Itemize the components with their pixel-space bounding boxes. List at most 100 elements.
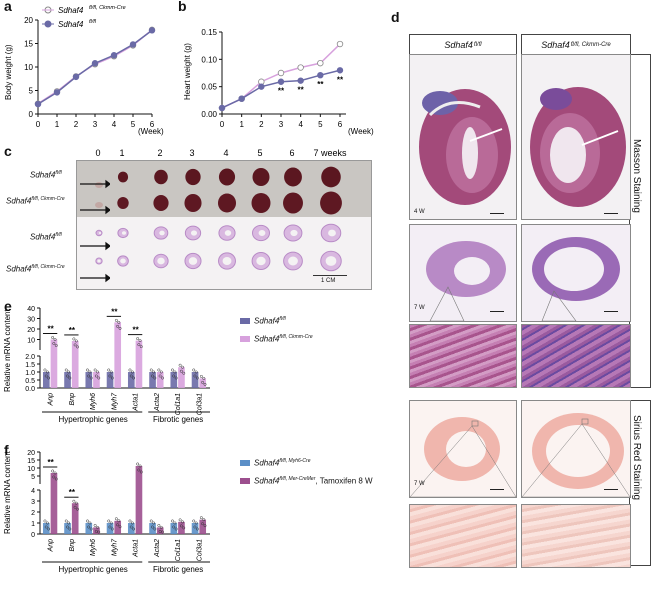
section-ckmm-lumen [222, 256, 232, 266]
point [139, 345, 143, 349]
ytick-label: 10 [24, 63, 33, 72]
point [158, 374, 162, 378]
point [89, 527, 93, 531]
data-point [297, 77, 304, 84]
label-c-ctrl-2: Sdhaf4fl/fl [30, 232, 62, 242]
gross-heart-ckmm [283, 192, 303, 214]
bar-Col3a1-0 [191, 523, 199, 534]
point [195, 527, 199, 531]
header-d-ctrl: Sdhaf4 fl/fl [409, 34, 517, 56]
point [88, 370, 92, 374]
significance-mark: ** [278, 87, 285, 96]
xtick-label: 1 [55, 120, 60, 129]
point [203, 524, 207, 528]
bar-Anp-1 [50, 473, 58, 534]
section-ckmm-lumen [120, 258, 126, 264]
point [51, 469, 55, 473]
ytick-top-label: 5 [31, 474, 35, 481]
gross-heart-ctrl [185, 168, 201, 186]
section-ckmm-lumen [97, 259, 101, 263]
week-label-6: 6 [289, 148, 294, 158]
category-label-Acta1: Acta1 [133, 539, 140, 558]
category-label-Acta2: Acta2 [154, 393, 161, 412]
bar-Bnp-0 [64, 523, 71, 534]
point [129, 374, 133, 378]
data-point [336, 67, 344, 74]
legend-a-ckmm-sup: fl/fl, Ckmm-Cre [89, 5, 126, 11]
point [52, 475, 56, 479]
bar-Acta2-1 [156, 372, 164, 388]
bar-Col3a1-1 [199, 378, 207, 388]
bar-Myh7-1 [114, 322, 122, 388]
section-ctrl-lumen [121, 231, 127, 235]
point [53, 338, 57, 341]
point [172, 525, 176, 529]
category-label-Acta2: Acta2 [154, 539, 161, 558]
sirius-zoom-ctrl [409, 504, 517, 568]
point [138, 339, 142, 343]
category-label-Acta1: Acta1 [133, 393, 140, 412]
point [152, 521, 156, 525]
bar-Anp-1 [50, 339, 58, 388]
week-label-3: 3 [189, 148, 194, 158]
data-point [148, 27, 156, 34]
panel-label-a: a [4, 0, 12, 14]
point [109, 521, 113, 525]
point [68, 527, 72, 531]
section-ckmm-lumen [325, 256, 337, 266]
section-ctrl-lumen [258, 230, 266, 236]
point [137, 343, 141, 347]
week-label-0: 0 [95, 148, 100, 158]
point [157, 368, 161, 372]
significance-mark: ** [111, 307, 118, 316]
point [107, 368, 111, 372]
ytick-label: 5 [29, 87, 34, 96]
point [150, 374, 154, 378]
label-c-ckmm-2: Sdhaf4fl/fl, Ckmm-Cre [6, 264, 65, 274]
point [44, 374, 48, 378]
category-label-Col1a1: Col1a1 [175, 539, 182, 561]
category-label-Myh7: Myh7 [111, 538, 118, 556]
ylabel-e: Relative mRNA content [3, 309, 12, 392]
point [53, 471, 57, 475]
masson-7w-ckmm [521, 224, 631, 322]
data-point [317, 71, 324, 79]
ytick-label: 15 [24, 40, 33, 49]
point [132, 527, 136, 531]
point [139, 470, 143, 474]
point [130, 521, 134, 525]
xtick-label: 1 [239, 120, 244, 129]
significance-mark: ** [69, 326, 76, 335]
significance-mark: ** [48, 325, 55, 334]
point [73, 505, 77, 509]
stain-label-sirius: Sirius Red Staining [631, 415, 642, 501]
point [136, 462, 140, 466]
point [114, 517, 118, 521]
point [149, 368, 153, 372]
point [172, 374, 176, 378]
bar-Myh7-1 [114, 520, 122, 534]
section-ckmm-lumen [188, 257, 198, 265]
masson-4w-ckmm [521, 54, 631, 220]
gross-heart-ctrl [252, 168, 270, 186]
point [173, 370, 177, 374]
panel-c-weeks: 0 1 2 3 4 5 6 7 weeks [95, 148, 347, 158]
data-point [53, 89, 61, 96]
point [97, 376, 101, 380]
point [108, 525, 112, 529]
xtick-label: 3 [93, 120, 98, 129]
point [93, 368, 97, 372]
point [203, 382, 207, 386]
week-label-4: 4 [223, 148, 228, 158]
section-ctrl-lumen [328, 229, 336, 237]
point [159, 525, 163, 529]
age-label-7w-a: 7 W [414, 305, 425, 311]
bar-Myh6-0 [85, 372, 93, 388]
point [117, 320, 121, 324]
stain-box-sirius: Sirius Red Staining [629, 400, 651, 566]
masson-7w-ctrl: 7 W [409, 224, 517, 322]
point [171, 368, 174, 372]
point [107, 519, 111, 523]
label-c-ckmm-1: Sdhaf4fl/fl, Ckmm-Cre [6, 196, 65, 206]
point [179, 524, 183, 528]
